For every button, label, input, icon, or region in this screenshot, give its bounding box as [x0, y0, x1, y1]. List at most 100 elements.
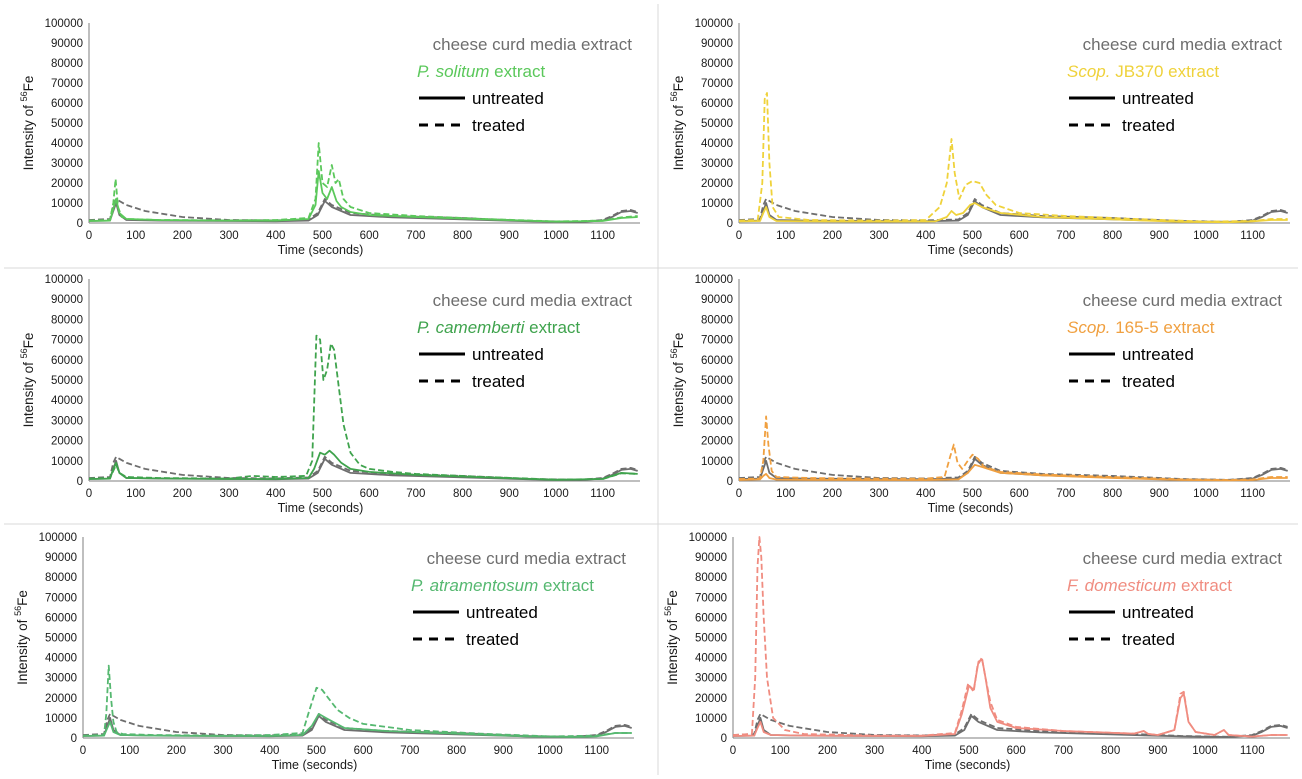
x-tick-label: 200: [173, 230, 192, 242]
y-tick-label: 10000: [701, 456, 733, 468]
x-tick-label: 0: [80, 745, 86, 757]
series-line-extract-untreated: [732, 658, 1288, 738]
y-tick-label: 90000: [51, 38, 83, 50]
x-tick-label: 700: [1056, 230, 1075, 242]
legend-reference-label: cheese curd media extract: [433, 35, 633, 54]
y-tick-label: 60000: [45, 612, 77, 624]
series-line-extract-untreated: [82, 713, 632, 738]
x-tick-label: 900: [1150, 488, 1169, 500]
series-line-extract-treated: [732, 536, 1288, 738]
legend-extract-rest: extract: [524, 318, 580, 337]
chart-panel-5: 0100002000030000400005000060000700008000…: [13, 532, 634, 772]
y-tick-label: 60000: [51, 98, 83, 110]
x-tick-label: 0: [86, 488, 92, 500]
x-tick-label: 600: [354, 745, 373, 757]
x-tick-label: 600: [1007, 745, 1026, 757]
x-tick-label: 800: [1103, 230, 1122, 242]
x-tick-label: 800: [1103, 488, 1122, 500]
x-tick-label: 500: [959, 745, 978, 757]
y-axis-label: Intensity of 56Fe: [669, 333, 686, 428]
legend-reference-label: cheese curd media extract: [1083, 549, 1283, 568]
y-tick-label: 40000: [51, 395, 83, 407]
x-tick-label: 0: [86, 230, 92, 242]
legend-extract-rest: extract: [538, 576, 594, 595]
x-tick-label: 400: [266, 230, 285, 242]
y-tick-label: 0: [71, 733, 77, 745]
x-tick-label: 700: [400, 745, 419, 757]
y-tick-label: 90000: [45, 552, 77, 564]
x-tick-label: 1000: [543, 230, 569, 242]
legend-reference-label: cheese curd media extract: [1083, 35, 1283, 54]
x-tick-label: 900: [500, 230, 519, 242]
legend-extract-label: P. camemberti extract: [417, 318, 580, 337]
series-line-reference-untreated: [88, 457, 638, 481]
x-axis-label: Time (seconds): [928, 501, 1014, 515]
y-tick-label: 20000: [51, 178, 83, 190]
x-tick-label: 900: [1150, 230, 1169, 242]
y-tick-label: 90000: [695, 552, 727, 564]
y-axis-label-prefix: Intensity of: [21, 101, 36, 170]
x-tick-label: 1100: [1240, 230, 1265, 242]
y-tick-label: 40000: [701, 138, 733, 150]
series-line-reference-treated: [738, 198, 1288, 223]
x-tick-label: 500: [313, 488, 332, 500]
x-tick-label: 100: [126, 488, 145, 500]
y-tick-label: 20000: [51, 436, 83, 448]
legend-extract-rest: extract: [489, 62, 545, 81]
series-line-reference-treated: [88, 455, 638, 481]
x-tick-label: 500: [963, 488, 982, 500]
series-line-reference-untreated: [88, 200, 638, 223]
legend-treated-label: treated: [1122, 372, 1175, 391]
x-tick-label: 400: [912, 745, 931, 757]
x-tick-label: 100: [126, 230, 145, 242]
legend-untreated-label: untreated: [1122, 603, 1194, 622]
y-tick-label: 40000: [51, 138, 83, 150]
x-axis-label: Time (seconds): [278, 501, 364, 515]
y-tick-label: 30000: [51, 158, 83, 170]
y-tick-label: 50000: [51, 118, 83, 130]
y-axis-label-superscript: 56: [669, 348, 679, 358]
x-tick-label: 1100: [584, 745, 609, 757]
x-tick-label: 1100: [590, 488, 615, 500]
y-axis-label: Intensity of 56Fe: [19, 333, 36, 428]
y-axis-label: Intensity of 56Fe: [13, 590, 30, 685]
y-tick-label: 10000: [51, 198, 83, 210]
y-axis-label-suffix: Fe: [665, 590, 680, 606]
legend-reference-label: cheese curd media extract: [1083, 291, 1283, 310]
x-tick-label: 100: [771, 745, 790, 757]
x-tick-label: 1000: [537, 745, 563, 757]
series-line-reference-untreated: [738, 457, 1288, 481]
x-tick-label: 1100: [1240, 745, 1265, 757]
y-tick-label: 0: [77, 476, 83, 488]
legend-treated-label: treated: [466, 630, 519, 649]
series-line-extract-untreated: [88, 170, 638, 223]
y-tick-label: 50000: [51, 375, 83, 387]
chart-panel-1: 0100002000030000400005000060000700008000…: [19, 18, 640, 257]
x-tick-label: 200: [823, 488, 842, 500]
series-line-extract-untreated: [88, 449, 638, 481]
y-axis-label-prefix: Intensity of: [671, 358, 686, 427]
x-tick-label: 300: [869, 488, 888, 500]
x-tick-label: 1000: [543, 488, 569, 500]
x-tick-label: 200: [818, 745, 837, 757]
x-tick-label: 1100: [590, 230, 615, 242]
y-axis-label-superscript: 56: [13, 606, 23, 616]
x-axis-label: Time (seconds): [928, 243, 1014, 257]
y-tick-label: 80000: [51, 314, 83, 326]
y-axis-label-prefix: Intensity of: [15, 616, 30, 685]
y-axis-label-suffix: Fe: [21, 76, 36, 92]
x-tick-label: 100: [120, 745, 139, 757]
y-tick-label: 80000: [701, 314, 733, 326]
x-tick-label: 300: [869, 230, 888, 242]
series-line-reference-treated: [738, 455, 1288, 481]
y-tick-label: 50000: [701, 118, 733, 130]
x-tick-label: 200: [167, 745, 186, 757]
x-axis-label: Time (seconds): [278, 243, 364, 257]
x-tick-label: 500: [313, 230, 332, 242]
y-tick-label: 80000: [701, 58, 733, 70]
y-axis-label-superscript: 56: [19, 348, 29, 358]
legend-extract-rest: extract: [1176, 576, 1232, 595]
x-tick-label: 900: [494, 745, 513, 757]
series-line-reference-treated: [732, 713, 1288, 738]
x-tick-label: 700: [1056, 488, 1075, 500]
